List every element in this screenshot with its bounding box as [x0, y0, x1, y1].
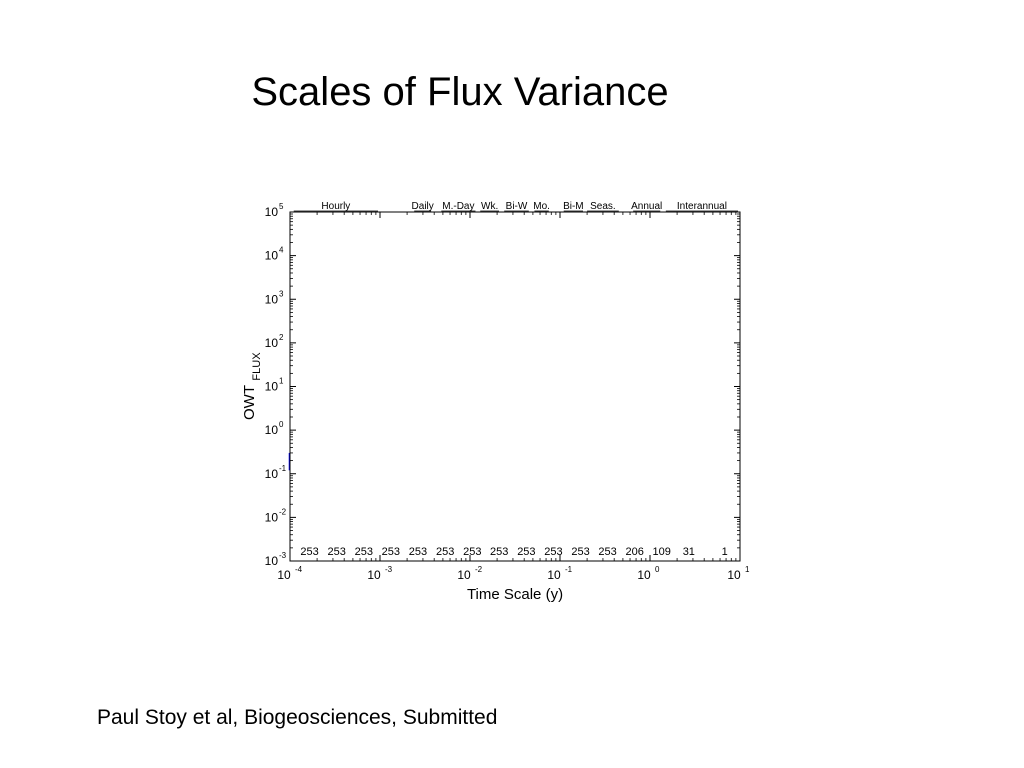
axes: 10 -4 10 -3 10 -2 10 -1 10 0 10 110 -310 -210 -110 010 1…	[241, 202, 750, 603]
y-tick-label: 10	[265, 554, 279, 568]
y-tick-label: 10	[265, 205, 279, 219]
sample-count-label: 206	[626, 546, 644, 558]
y-tick-label: 10	[265, 423, 279, 437]
y-tick-exponent: 1	[279, 377, 284, 386]
flux-variance-chart: Hourly Daily M.-Day Wk. Bi-W Mo. Bi-M Seas. Annu…	[241, 201, 750, 603]
plot-frame	[289, 211, 741, 562]
y-tick-label: 10	[265, 336, 279, 350]
x-tick-exponent: -1	[565, 565, 573, 574]
x-tick-label: 10	[367, 568, 381, 582]
period-label: Daily	[412, 201, 434, 212]
x-axis-label: Time Scale (y)	[467, 586, 563, 603]
sample-count-label: 253	[598, 546, 616, 558]
x-tick-exponent: -3	[385, 565, 393, 574]
y-tick-exponent: 2	[279, 333, 284, 342]
y-tick-label: 10	[265, 467, 279, 481]
y-axis-label-subscript: FLUX	[251, 352, 263, 381]
period-label: Wk.	[481, 201, 498, 212]
y-tick-exponent: 5	[279, 202, 284, 211]
sample-count-label: 253	[436, 546, 454, 558]
y-tick-label: 10	[265, 510, 279, 524]
y-axis-label: OWT	[241, 385, 258, 420]
sample-count-label: 31	[683, 546, 695, 558]
x-tick-label: 10	[727, 568, 741, 582]
sample-count-label: 253	[571, 546, 589, 558]
y-tick-label: 10	[265, 380, 279, 394]
x-tick-exponent: 1	[745, 565, 750, 574]
y-axis-label-group: OWT FLUX	[241, 352, 263, 420]
y-tick-exponent: 0	[279, 420, 284, 429]
period-label: M.-Day	[442, 201, 474, 212]
period-labels: Hourly Daily M.-Day Wk. Bi-W Mo. Bi-M Seas. Annu…	[293, 201, 738, 212]
x-tick-exponent: -4	[295, 565, 303, 574]
period-label: Annual	[631, 201, 662, 212]
x-tick-exponent: -2	[475, 565, 483, 574]
sample-count-label: 253	[544, 546, 562, 558]
slide-title: Scales of Flux Variance	[251, 70, 669, 114]
period-label: Interannual	[677, 201, 727, 212]
y-tick-exponent: 3	[279, 289, 284, 298]
sample-count-label: 253	[463, 546, 481, 558]
period-label: Hourly	[321, 201, 350, 212]
sample-count-label: 109	[653, 546, 671, 558]
sample-count-label: 253	[355, 546, 373, 558]
x-tick-label: 10	[547, 568, 561, 582]
y-tick-exponent: -1	[279, 464, 287, 473]
period-label: Bi-W	[506, 201, 528, 212]
y-tick-exponent: 4	[279, 246, 284, 255]
x-tick-label: 10	[277, 568, 291, 582]
citation: Paul Stoy et al, Biogeosciences, Submitt…	[97, 706, 498, 729]
y-tick-exponent: -2	[279, 507, 287, 516]
period-label: Bi-M	[563, 201, 584, 212]
sample-count-label: 253	[382, 546, 400, 558]
y-tick-exponent: -3	[279, 551, 287, 560]
y-tick-label: 10	[265, 249, 279, 263]
y-tick-label: 10	[265, 292, 279, 306]
sample-count-label: 253	[409, 546, 427, 558]
sample-count-label: 253	[300, 546, 318, 558]
sample-count-label: 1	[722, 546, 728, 558]
sample-count-label: 253	[327, 546, 345, 558]
x-tick-label: 10	[637, 568, 651, 582]
sample-count-label: 253	[517, 546, 535, 558]
x-tick-label: 10	[457, 568, 471, 582]
period-label: Seas.	[590, 201, 616, 212]
sample-count-label: 253	[490, 546, 508, 558]
x-tick-exponent: 0	[655, 565, 660, 574]
period-label: Mo.	[533, 201, 550, 212]
